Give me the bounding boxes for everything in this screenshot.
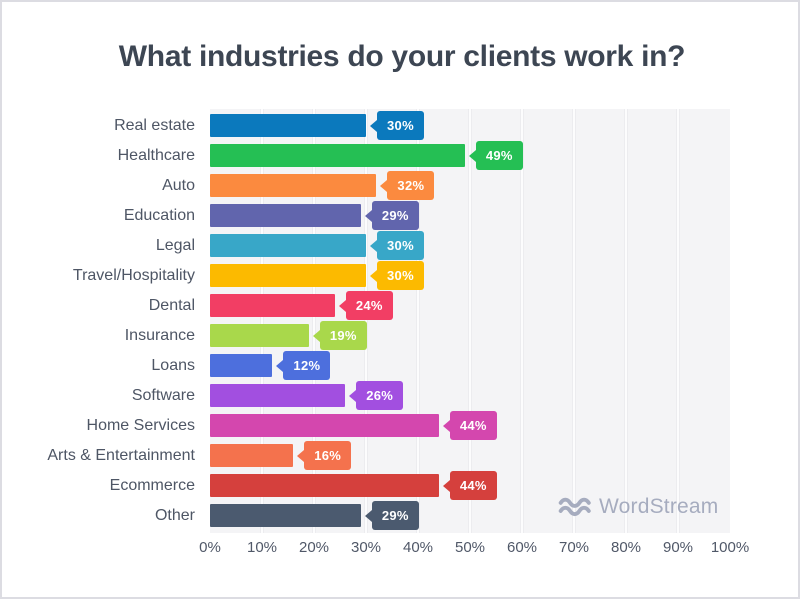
value-badge: 30%	[370, 111, 424, 140]
category-label: Ecommerce	[109, 477, 195, 494]
gridline	[261, 109, 263, 533]
value-badge: 24%	[338, 291, 393, 320]
badge-arrow	[364, 509, 372, 522]
badge-arrow	[338, 299, 346, 312]
category-label: Legal	[155, 237, 195, 254]
gridline	[573, 109, 575, 533]
x-axis-tick-label: 30%	[350, 539, 382, 556]
bar	[210, 504, 361, 527]
value-badge: 12%	[276, 351, 331, 380]
badge-arrow	[312, 329, 320, 342]
bar	[210, 444, 294, 467]
category-label: Software	[131, 387, 195, 404]
plot-area: 30% 49% 32% 29% 30% 30% 24% 19% 12% 26% 44% 16% 44% 2…	[210, 109, 730, 533]
x-axis-tick-label: 50%	[454, 539, 486, 556]
category-label: Insurance	[124, 327, 195, 344]
wordstream-logo: WordStream	[558, 495, 718, 519]
badge-label: 16%	[304, 441, 352, 470]
badge-arrow	[468, 149, 476, 162]
x-axis-tick-label: 70%	[558, 539, 590, 556]
badge-label: 32%	[387, 171, 435, 200]
x-axis-tick-label: 80%	[610, 539, 642, 556]
value-badge: 29%	[364, 201, 419, 230]
bar	[210, 264, 366, 287]
badge-arrow	[442, 479, 450, 492]
bar	[210, 114, 366, 137]
value-badge: 30%	[370, 231, 424, 260]
value-badge: 44%	[442, 471, 497, 500]
badge-label: 24%	[345, 291, 393, 320]
x-axis-tick-label: 10%	[246, 539, 278, 556]
category-label: Arts & Entertainment	[47, 447, 195, 464]
category-label: Home Services	[86, 417, 195, 434]
gridline	[625, 109, 627, 533]
category-label: Travel/Hospitality	[72, 267, 195, 284]
category-label: Loans	[151, 357, 195, 374]
category-label: Dental	[148, 297, 195, 314]
bar	[210, 234, 366, 257]
badge-label: 29%	[371, 501, 419, 530]
badge-arrow	[370, 119, 377, 132]
gridline	[521, 109, 523, 533]
badge-label: 19%	[319, 321, 367, 350]
value-badge: 44%	[442, 411, 497, 440]
value-badge: 16%	[297, 441, 352, 470]
badge-label: 30%	[377, 261, 424, 290]
x-axis-tick-label: 60%	[506, 539, 538, 556]
x-axis-tick-label: 20%	[298, 539, 330, 556]
bar	[210, 174, 377, 197]
x-axis-tick-label: 100%	[710, 539, 750, 556]
badge-label: 44%	[449, 411, 497, 440]
badge-arrow	[442, 419, 450, 432]
badge-label: 49%	[475, 141, 523, 170]
category-label: Real estate	[114, 117, 195, 134]
y-axis-labels: Real estate Healthcare Auto Education Legal T…	[2, 109, 202, 533]
badge-arrow	[276, 359, 284, 372]
badge-label: 26%	[356, 381, 404, 410]
badge-arrow	[380, 179, 388, 192]
bar	[210, 414, 439, 437]
badge-arrow	[364, 209, 372, 222]
category-label: Education	[123, 207, 195, 224]
gridline	[677, 109, 679, 533]
value-badge: 49%	[468, 141, 523, 170]
badge-arrow	[297, 449, 305, 462]
badge-label: 12%	[283, 351, 331, 380]
bar	[210, 354, 273, 377]
badge-arrow	[370, 239, 377, 252]
badge-label: 30%	[377, 111, 424, 140]
x-axis-tick-label: 40%	[402, 539, 434, 556]
x-axis-tick-label: 0%	[199, 539, 221, 556]
badge-label: 29%	[371, 201, 419, 230]
badge-arrow	[370, 269, 377, 282]
x-axis: 0% 10% 20% 30% 40% 50% 60% 70% 80% 90% 100%	[2, 539, 800, 559]
category-label: Other	[154, 507, 195, 524]
gridline	[313, 109, 315, 533]
badge-arrow	[349, 389, 357, 402]
value-badge: 30%	[370, 261, 424, 290]
x-axis-tick-label: 90%	[662, 539, 694, 556]
value-badge: 29%	[364, 501, 419, 530]
bar	[210, 474, 439, 497]
gridline	[417, 109, 419, 533]
bar	[210, 384, 346, 407]
waves-icon	[558, 497, 591, 517]
value-badge: 19%	[312, 321, 367, 350]
bar	[210, 324, 309, 347]
category-label: Auto	[162, 177, 195, 194]
badge-label: 30%	[377, 231, 424, 260]
value-badge: 26%	[349, 381, 404, 410]
value-badge: 32%	[380, 171, 435, 200]
badge-label: 44%	[449, 471, 497, 500]
bar	[210, 204, 361, 227]
category-label: Healthcare	[117, 147, 195, 164]
chart-title: What industries do your clients work in?	[118, 40, 686, 73]
gridline	[469, 109, 471, 533]
bar	[210, 294, 335, 317]
wordstream-wordmark: WordStream	[599, 495, 719, 518]
bar	[210, 144, 465, 167]
